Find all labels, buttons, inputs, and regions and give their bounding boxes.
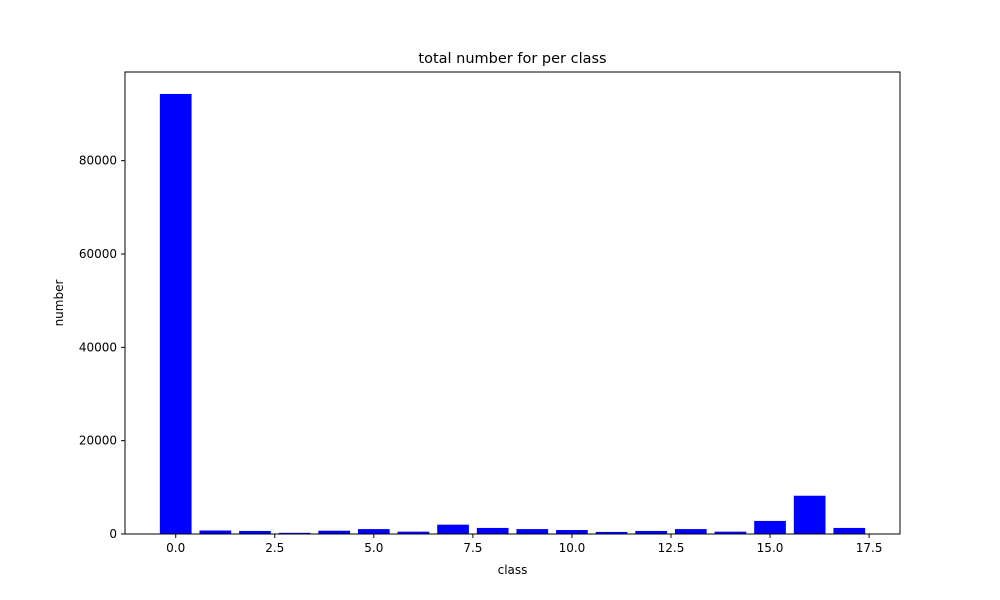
bar-class-0 <box>159 93 192 534</box>
bar-class-1 <box>199 530 232 534</box>
bar-class-11 <box>595 531 628 534</box>
bar-class-3 <box>278 532 311 534</box>
x-axis-label: class <box>498 563 528 577</box>
y-axis-label: number <box>52 280 66 327</box>
y-tick-label: 60000 <box>79 247 117 261</box>
bar-class-5 <box>357 529 390 534</box>
x-tick-label: 5.0 <box>364 541 383 555</box>
bar-class-10 <box>556 530 588 534</box>
y-axis-ticks: 0 20000 40000 60000 80000 <box>79 154 125 541</box>
bar-class-15 <box>754 520 786 534</box>
bar-class-6 <box>397 531 430 534</box>
bar-class-9 <box>516 529 549 534</box>
x-tick-label: 10.0 <box>559 541 586 555</box>
bar-class-12 <box>635 530 668 534</box>
y-tick-label: 20000 <box>79 434 117 448</box>
y-tick-label: 40000 <box>79 340 117 354</box>
x-tick-label: 0.0 <box>166 541 185 555</box>
bars-group <box>159 93 866 534</box>
y-tick-label: 0 <box>109 527 117 541</box>
bar-class-17 <box>833 527 866 534</box>
bar-class-14 <box>714 531 747 534</box>
plot-frame <box>124 71 901 535</box>
x-tick-label: 7.5 <box>463 541 482 555</box>
bar-class-7 <box>437 524 469 534</box>
x-tick-label: 12.5 <box>658 541 685 555</box>
chart-title: total number for per class <box>418 51 606 67</box>
x-tick-label: 2.5 <box>265 541 284 555</box>
y-tick-label: 80000 <box>79 154 117 168</box>
x-axis-ticks: 0.0 2.5 5.0 7.5 10.0 12.5 15.0 17.5 <box>166 534 882 555</box>
bar-class-16 <box>793 495 826 534</box>
x-tick-label: 15.0 <box>757 541 784 555</box>
x-tick-label: 17.5 <box>856 541 883 555</box>
bar-class-2 <box>239 530 271 534</box>
bar-class-13 <box>674 529 707 534</box>
bar-class-8 <box>476 527 509 534</box>
bar-class-4 <box>318 530 351 534</box>
